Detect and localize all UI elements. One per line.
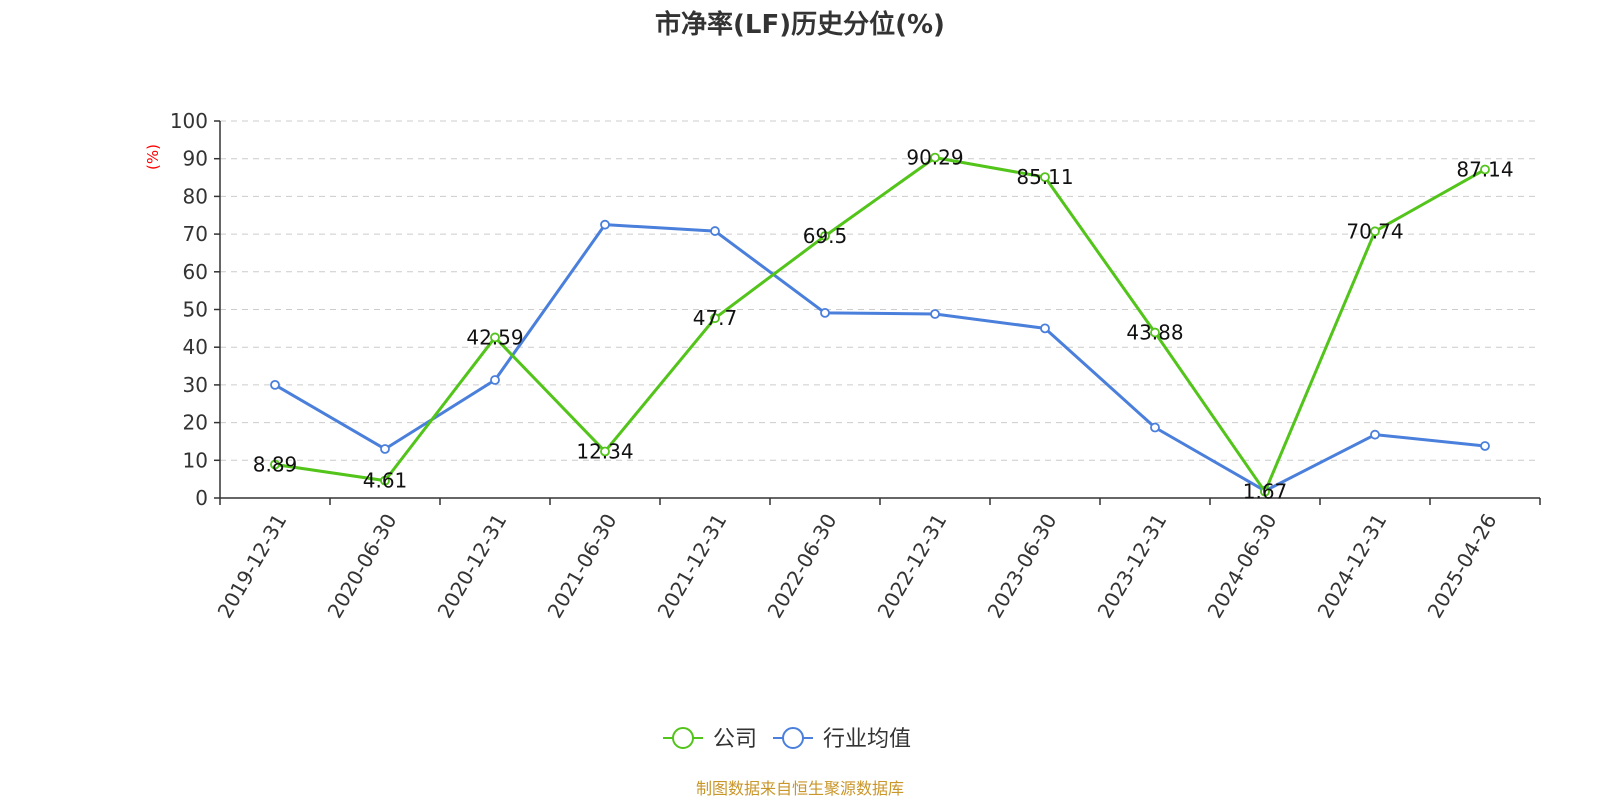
- x-tick-label: 2022-12-31: [873, 510, 952, 623]
- data-point: [1260, 486, 1270, 497]
- y-tick-label: 30: [183, 373, 208, 397]
- y-tick-label: 60: [183, 260, 208, 284]
- x-tick-label: 2021-06-30: [543, 510, 622, 623]
- series-lines: [270, 152, 1490, 497]
- data-point: [1150, 327, 1160, 338]
- x-tick-label: 2023-06-30: [983, 510, 1062, 623]
- data-point: [820, 231, 830, 241]
- data-label: 8.89: [253, 452, 298, 476]
- data-point: [710, 226, 720, 236]
- data-point: [1480, 164, 1490, 175]
- data-label: 69.5: [803, 224, 848, 248]
- legend[interactable]: 公司 行业均值: [663, 727, 911, 752]
- legend-item[interactable]: 公司: [663, 727, 757, 752]
- data-labels: 8.89 4.61 42.59 12.34 47.7 69.5 90.29 85.11 43.8…: [253, 146, 1514, 504]
- series-line: [274, 156, 1486, 494]
- series-line: [274, 223, 1486, 493]
- data-point: [1150, 422, 1160, 433]
- data-point: [380, 444, 390, 454]
- data-point: [1480, 441, 1490, 451]
- x-tick-label: 2023-12-31: [1093, 510, 1172, 623]
- axes: 0 10 20 30 40 50 60 70 80 90 100 2019-12-31 2020-06-…: [170, 109, 1541, 623]
- data-point: [600, 446, 610, 457]
- data-label: 85.11: [1016, 165, 1073, 189]
- data-point: [820, 307, 830, 318]
- x-tick-label: 2020-06-30: [323, 510, 402, 623]
- data-label: 87.14: [1456, 157, 1513, 181]
- legend-item[interactable]: 行业均值: [773, 727, 911, 752]
- data-point: [930, 152, 940, 163]
- legend-label: 行业均值: [823, 727, 911, 752]
- data-point: [490, 375, 500, 385]
- x-tick-label: 2021-12-31: [653, 510, 732, 623]
- data-point: [710, 313, 720, 324]
- data-point: [1040, 323, 1050, 334]
- y-tick-label: 10: [183, 448, 208, 472]
- data-label: 90.29: [906, 146, 963, 170]
- y-tick-label: 100: [170, 109, 208, 133]
- source-note: 制图数据来自恒生聚源数据库: [696, 779, 904, 798]
- legend-circle-icon: [672, 727, 694, 749]
- y-tick-label: 90: [183, 147, 208, 171]
- legend-circle-icon: [782, 727, 804, 749]
- y-tick-label: 70: [183, 222, 208, 246]
- y-tick-label: 50: [183, 298, 208, 322]
- x-tick-label: 2022-06-30: [763, 510, 842, 623]
- data-point: [930, 309, 940, 319]
- y-tick-label: 80: [183, 184, 208, 208]
- data-label: 12.34: [576, 439, 633, 463]
- y-tick-label: 40: [183, 335, 208, 359]
- data-label: 43.88: [1126, 321, 1183, 345]
- data-point: [490, 332, 500, 343]
- grid-lines: [220, 120, 1540, 461]
- data-point: [1040, 172, 1050, 183]
- data-point: [270, 459, 280, 470]
- x-tick-label: 2020-12-31: [433, 510, 512, 623]
- y-tick-label: 20: [183, 411, 208, 435]
- data-label: 4.61: [363, 469, 408, 493]
- data-label: 42.59: [466, 325, 523, 349]
- data-label: 70.74: [1346, 219, 1403, 243]
- chart-title: 市净率(LF)历史分位(%): [655, 9, 945, 40]
- data-point: [270, 379, 280, 390]
- x-tick-label: 2019-12-31: [213, 510, 292, 623]
- x-tick-label: 2025-04-26: [1423, 510, 1502, 623]
- data-label: 47.7: [693, 306, 738, 330]
- data-point: [1370, 429, 1380, 440]
- data-label: 1.67: [1243, 480, 1288, 504]
- y-tick-label: 0: [195, 486, 208, 510]
- x-tick-label: 2024-12-31: [1313, 510, 1392, 623]
- legend-label: 公司: [713, 727, 757, 752]
- x-tick-label: 2024-06-30: [1203, 510, 1282, 623]
- data-point: [380, 475, 390, 486]
- y-axis-unit-label: (%): [144, 144, 162, 170]
- data-point: [600, 219, 610, 230]
- data-point: [1370, 226, 1380, 237]
